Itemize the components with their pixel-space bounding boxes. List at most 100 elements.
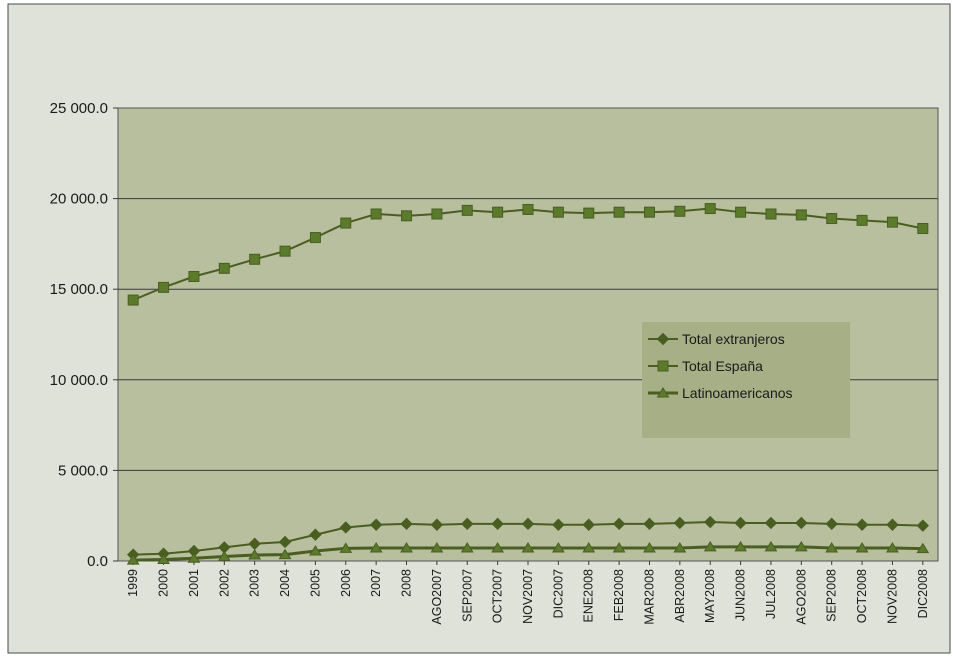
x-tick-label: AGO2008 — [794, 569, 808, 625]
x-tick-label: MAR2008 — [642, 569, 656, 625]
data-point — [430, 541, 444, 553]
data-point — [127, 294, 139, 306]
data-point — [916, 542, 930, 554]
data-point — [855, 541, 869, 553]
x-tick-label: 2007 — [369, 569, 383, 597]
data-point — [309, 545, 322, 556]
x-tick-label: 2001 — [187, 569, 201, 597]
x-tick-label: JUL2008 — [764, 569, 778, 619]
y-tick-label: 5 000.0 — [58, 462, 108, 479]
y-tick-label: 0.0 — [87, 553, 108, 570]
y-tick-label: 20 000.0 — [50, 191, 108, 208]
data-point — [825, 517, 838, 531]
data-point — [673, 541, 687, 553]
data-point — [764, 540, 778, 552]
x-tick-label: ABR2008 — [673, 569, 687, 623]
data-point — [735, 206, 747, 218]
data-point — [430, 518, 444, 531]
x-tick-label: OCT2008 — [855, 569, 869, 623]
series-square — [127, 203, 929, 306]
legend-box — [642, 322, 850, 438]
legend-entry: Latinoamericanos — [648, 385, 793, 401]
x-tick-label: DIC2008 — [916, 569, 930, 618]
data-point — [400, 541, 413, 553]
data-point — [248, 549, 262, 560]
data-point — [704, 203, 716, 215]
y-tick-label: 15 000.0 — [50, 281, 108, 298]
data-point — [126, 554, 140, 565]
data-point — [461, 517, 474, 531]
data-point — [765, 208, 777, 220]
data-point — [795, 516, 808, 530]
data-point — [491, 517, 504, 531]
data-point — [278, 535, 292, 549]
data-point — [917, 222, 929, 234]
data-point — [552, 206, 564, 218]
data-point — [855, 518, 869, 531]
data-point — [886, 541, 899, 553]
data-point — [612, 541, 626, 553]
data-point — [674, 205, 686, 217]
data-point — [339, 542, 353, 553]
x-tick-label: SEP2007 — [460, 569, 474, 622]
x-tick-label: MAY2008 — [703, 569, 717, 623]
data-point — [491, 541, 505, 553]
data-point — [158, 281, 170, 293]
data-point — [764, 516, 778, 530]
data-point — [552, 518, 565, 531]
data-point — [673, 516, 687, 530]
data-point — [795, 209, 807, 221]
legend-label: Total España — [682, 358, 763, 374]
legend-marker — [656, 387, 670, 398]
series-diamond — [126, 515, 930, 561]
data-point — [370, 208, 382, 220]
legend-label: Total extranjeros — [682, 331, 785, 347]
gridlines — [118, 198, 938, 471]
x-tick-label: AGO2007 — [430, 569, 444, 625]
data-point — [582, 518, 595, 531]
data-point — [188, 271, 200, 283]
x-tick-label: NOV2007 — [521, 569, 535, 624]
y-tick-label: 10 000.0 — [50, 372, 108, 389]
data-point — [309, 232, 321, 244]
data-point — [703, 540, 717, 552]
legend-entry: Total España — [648, 358, 763, 374]
data-point — [309, 528, 322, 541]
data-point — [916, 519, 930, 532]
data-point — [279, 245, 291, 257]
data-point — [582, 541, 596, 553]
x-tick-label: FEB2008 — [612, 569, 626, 621]
data-point — [886, 216, 898, 228]
legend-entry: Total extranjeros — [648, 331, 785, 347]
x-tick-label: 2004 — [278, 569, 292, 597]
data-point — [825, 541, 839, 553]
legend: Total extranjeros Total España Latinoameri… — [642, 322, 850, 438]
data-point — [278, 548, 292, 560]
data-point — [460, 541, 474, 553]
data-point — [339, 521, 352, 534]
data-point — [643, 206, 655, 218]
data-point — [826, 213, 838, 225]
data-point — [794, 540, 808, 552]
data-point — [521, 517, 535, 531]
data-point — [431, 208, 443, 220]
x-tick-label: NOV2008 — [885, 569, 899, 624]
x-tick-label: 2002 — [217, 569, 231, 597]
x-tick-label: JUN2008 — [734, 569, 748, 621]
data-point — [461, 204, 473, 216]
x-tick-label: 1999 — [126, 569, 140, 597]
x-tick-label: 2000 — [157, 569, 171, 597]
x-tick-label: SEP2008 — [825, 569, 839, 622]
data-point — [521, 541, 535, 553]
legend-marker — [657, 360, 669, 372]
data-point — [613, 206, 625, 218]
data-point — [492, 206, 504, 218]
series-triangle — [126, 540, 930, 565]
legend-marker — [656, 332, 670, 346]
x-tick-label: ENE2008 — [582, 569, 596, 623]
series-lines — [126, 203, 930, 565]
data-point — [400, 517, 413, 531]
data-point — [704, 515, 717, 529]
